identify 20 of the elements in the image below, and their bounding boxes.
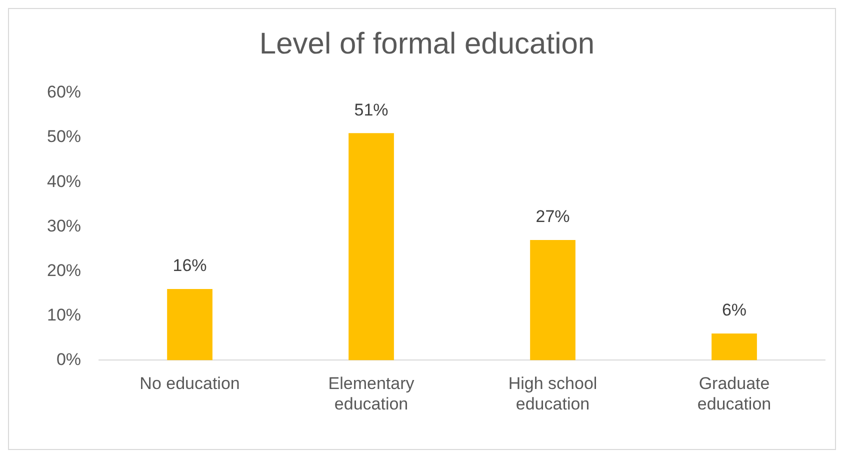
data-label: 6% bbox=[722, 300, 747, 320]
data-label: 51% bbox=[354, 100, 388, 120]
y-tick-label: 30% bbox=[46, 216, 82, 236]
chart-title: Level of formal education bbox=[259, 27, 595, 60]
bar bbox=[348, 133, 394, 360]
bar bbox=[530, 240, 576, 360]
data-label: 27% bbox=[536, 207, 570, 226]
bar bbox=[712, 333, 757, 360]
bar bbox=[167, 288, 212, 360]
y-tick-label: 40% bbox=[46, 172, 82, 191]
y-tick-label: 20% bbox=[46, 260, 82, 280]
y-tick-label: 50% bbox=[46, 127, 82, 146]
x-tick-label: Graduate education bbox=[697, 374, 772, 414]
y-tick-label: 60% bbox=[46, 82, 82, 102]
x-tick-label: Elementary education bbox=[328, 374, 415, 414]
y-tick-label: 10% bbox=[46, 305, 82, 324]
x-tick-label: High school education bbox=[508, 374, 598, 414]
data-label: 16% bbox=[172, 256, 207, 276]
x-tick-label: No education bbox=[140, 374, 240, 394]
y-tick-label: 0% bbox=[56, 350, 82, 369]
